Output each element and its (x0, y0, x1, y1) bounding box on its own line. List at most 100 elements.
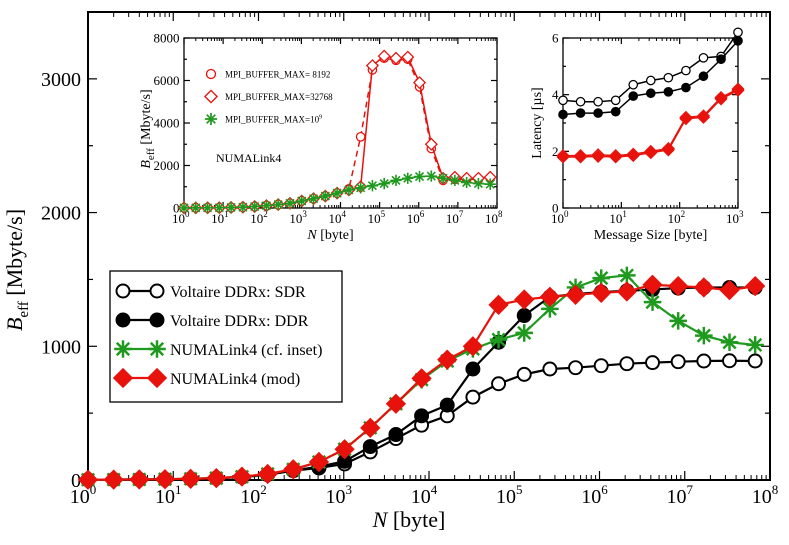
inset-left-data-point (425, 170, 437, 182)
inset-right-data-point (663, 72, 674, 83)
main-data-point (568, 360, 584, 376)
legend-entry-label: Voltaire DDRx: SDR (170, 284, 306, 301)
inset-left-data-point (178, 202, 190, 214)
main-data-point (643, 293, 662, 311)
inset-left-x-tick-label: 106 (407, 209, 425, 226)
inset-left-data-point (296, 195, 308, 207)
main-data-point (103, 469, 124, 490)
main-data-point (670, 354, 686, 370)
chart-inset-right: 100 101 102 103 0 2 4 6 Message Size [byte] Laten… (530, 27, 745, 243)
inset-left-data-point (389, 51, 403, 65)
main-data-point (334, 439, 355, 460)
main-x-tick-label: 103 (326, 482, 353, 508)
legend-marker (205, 68, 217, 80)
inset-left-data-point (307, 192, 320, 205)
inset-right-x-tick-label: 102 (668, 209, 686, 226)
inset-right-data-point (733, 36, 743, 46)
inset-left-data-point (377, 49, 391, 63)
main-data-point (385, 393, 407, 414)
inset-left-data-point (190, 202, 202, 214)
inset-right-y-tick-label: 2 (552, 144, 559, 159)
inset-right-x-tick-label: 100 (551, 209, 569, 226)
inset-right-y-tick-label: 6 (552, 31, 559, 46)
inset-right-data-point (698, 71, 709, 82)
inset-right-y-axis-label: Latency [µs] (530, 87, 545, 158)
main-x-tick-label: 102 (240, 482, 267, 508)
inset-right-data-point (628, 91, 639, 101)
legend-entry-label: Voltaire DDRx: DDR (170, 313, 309, 330)
inset-left-data-point (424, 137, 438, 151)
main-data-point (154, 469, 176, 490)
main-data-point (516, 366, 532, 382)
inset-right-data-point (681, 82, 691, 93)
main-data-point (465, 361, 481, 377)
main-data-point (719, 279, 740, 301)
main-data-point (491, 376, 507, 392)
main-data-point (465, 389, 481, 405)
inset-right-data-point (609, 150, 623, 164)
main-data-point (129, 469, 150, 490)
main-data-point (565, 284, 586, 305)
inset-left-data-point (401, 50, 415, 64)
inset-right-data-point (716, 54, 726, 65)
inset-right-data-point (591, 149, 605, 163)
inset-left-x-tick-label: 100 (172, 209, 190, 226)
legend-marker (149, 283, 165, 299)
inset-left-y-tick-label: 2000 (153, 158, 179, 173)
main-data-point (542, 361, 558, 377)
main-data-point (257, 463, 278, 485)
main-data-point (439, 397, 455, 413)
main-data-point (180, 468, 201, 489)
inset-left-y-tick-label: 6000 (153, 73, 179, 88)
main-data-point (489, 330, 508, 349)
inset-left-data-point (460, 176, 473, 189)
inset-left-data-point (484, 178, 496, 190)
inset-right-data-point (610, 106, 621, 117)
inset-left-data-point (248, 200, 261, 213)
inset-right-series-3 (556, 83, 745, 164)
inset-left-legend: MPI_BUFFER_MAX= 8192 MPI_BUFFER_MAX=32768… (203, 68, 333, 126)
inset-left-data-point (284, 197, 296, 209)
main-x-tick-label: 104 (411, 482, 438, 508)
legend-marker (115, 283, 131, 299)
main-data-point (642, 274, 663, 295)
inset-left-y-tick-label: 0 (173, 201, 180, 216)
inset-left-x-tick-label: 103 (289, 209, 307, 226)
main-y-tick-label: 0 (71, 470, 81, 492)
inset-right-data-point (645, 88, 656, 99)
inset-right-data-point (610, 95, 621, 106)
inset-left-data-point (437, 172, 449, 184)
main-data-point (539, 286, 561, 307)
main-data-point (746, 336, 764, 354)
main-data-point (593, 358, 609, 374)
main-data-point (669, 312, 687, 330)
inset-left-x-tick-label: 107 (446, 209, 464, 226)
main-y-tick-label: 2000 (41, 203, 81, 225)
inset-right-data-point (593, 108, 603, 118)
inset-left-series-2 (178, 170, 496, 214)
inset-left-data-point (260, 199, 273, 212)
inset-right-y-tick-label: 4 (552, 87, 559, 102)
inset-left-data-point (225, 201, 237, 214)
inset-right-data-point (575, 108, 586, 118)
inset-left-data-point (331, 187, 343, 199)
inset-right-data-point (663, 87, 674, 97)
legend-entry-label: NUMALink4 (mod) (170, 371, 300, 388)
inset-right-data-point (696, 110, 711, 124)
inset-right-data-point (573, 150, 588, 164)
main-data-point (362, 439, 378, 455)
main-x-tick-label: 101 (155, 482, 182, 508)
main-data-point (516, 308, 532, 324)
inset-left-x-tick-label: 101 (211, 209, 229, 226)
main-x-tick-label: 107 (667, 482, 694, 508)
inset-right-series-1 (558, 36, 743, 120)
main-x-tick-label: 105 (496, 482, 523, 508)
inset-left-data-point (354, 182, 367, 194)
inset-right-data-point (575, 96, 586, 107)
inset-left-data-point (237, 201, 249, 213)
inset-right-x-tick-label: 103 (726, 209, 744, 226)
main-data-point (745, 275, 766, 297)
inset-right-data-point (645, 75, 656, 86)
inset-left-y-tick-label: 8000 (153, 31, 179, 46)
